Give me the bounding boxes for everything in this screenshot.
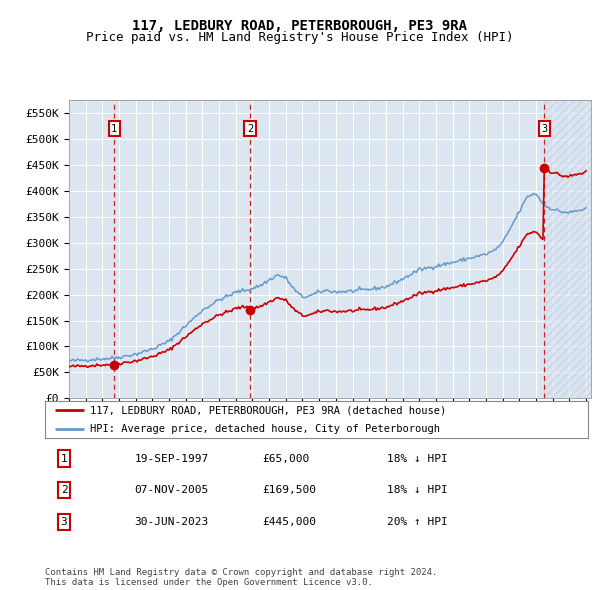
Text: Contains HM Land Registry data © Crown copyright and database right 2024.
This d: Contains HM Land Registry data © Crown c… <box>45 568 437 587</box>
Text: 1: 1 <box>111 124 118 134</box>
Text: 3: 3 <box>541 124 547 134</box>
Text: 117, LEDBURY ROAD, PETERBOROUGH, PE3 9RA (detached house): 117, LEDBURY ROAD, PETERBOROUGH, PE3 9RA… <box>89 405 446 415</box>
Text: £169,500: £169,500 <box>262 486 316 495</box>
Text: £65,000: £65,000 <box>262 454 310 464</box>
Text: 1: 1 <box>61 454 67 464</box>
Text: 2: 2 <box>247 124 253 134</box>
Bar <box>544 100 595 398</box>
Text: 18% ↓ HPI: 18% ↓ HPI <box>387 486 448 495</box>
Text: 117, LEDBURY ROAD, PETERBOROUGH, PE3 9RA: 117, LEDBURY ROAD, PETERBOROUGH, PE3 9RA <box>133 19 467 33</box>
Text: 3: 3 <box>61 517 67 527</box>
Text: 18% ↓ HPI: 18% ↓ HPI <box>387 454 448 464</box>
Text: 2: 2 <box>61 486 67 495</box>
Text: 20% ↑ HPI: 20% ↑ HPI <box>387 517 448 527</box>
Text: 19-SEP-1997: 19-SEP-1997 <box>134 454 209 464</box>
Text: £445,000: £445,000 <box>262 517 316 527</box>
Text: HPI: Average price, detached house, City of Peterborough: HPI: Average price, detached house, City… <box>89 424 440 434</box>
Text: 07-NOV-2005: 07-NOV-2005 <box>134 486 209 495</box>
Text: 30-JUN-2023: 30-JUN-2023 <box>134 517 209 527</box>
Text: Price paid vs. HM Land Registry's House Price Index (HPI): Price paid vs. HM Land Registry's House … <box>86 31 514 44</box>
